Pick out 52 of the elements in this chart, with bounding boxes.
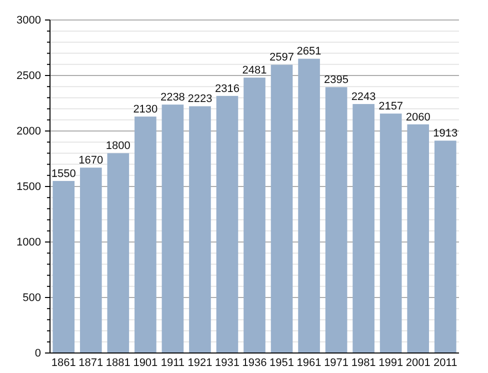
bar xyxy=(380,114,402,353)
data-label: 1913 xyxy=(433,128,458,140)
data-label: 2060 xyxy=(406,111,430,124)
bar xyxy=(407,124,430,353)
bar xyxy=(162,104,184,353)
data-label: 1800 xyxy=(106,140,130,152)
bar xyxy=(80,168,102,353)
x-tick-label: 1921 xyxy=(188,356,212,369)
bar xyxy=(244,78,266,353)
x-tick-label: 2001 xyxy=(406,356,430,369)
y-tick-label: 1500 xyxy=(16,181,41,194)
bar xyxy=(270,64,293,353)
data-label: 2130 xyxy=(133,104,158,116)
x-tick-label: 1951 xyxy=(270,356,294,369)
bar xyxy=(298,58,320,353)
x-tick-label: 1931 xyxy=(214,356,240,369)
data-label: 2157 xyxy=(378,100,404,113)
data-label: 2243 xyxy=(351,91,376,104)
x-tick-label: 1871 xyxy=(78,356,104,369)
x-tick-label: 1911 xyxy=(160,356,185,369)
x-tick-label: 1961 xyxy=(296,356,322,369)
data-label: 1670 xyxy=(78,154,104,167)
bar xyxy=(134,116,156,353)
bar xyxy=(189,106,211,353)
data-label: 2238 xyxy=(160,92,185,104)
bar xyxy=(52,180,75,353)
data-label: 2223 xyxy=(188,93,212,106)
x-tick-label: 1861 xyxy=(51,356,76,369)
x-tick-label: 1981 xyxy=(351,356,376,369)
x-tick-label: 1901 xyxy=(133,356,158,369)
x-tick-label: 1936 xyxy=(242,356,267,369)
y-tick-label: 3000 xyxy=(16,14,41,27)
data-label: 2316 xyxy=(214,82,240,95)
x-tick-label: 2011 xyxy=(434,356,458,369)
y-tick-label: 1000 xyxy=(16,236,41,249)
y-tick-label: 2500 xyxy=(16,70,41,82)
x-tick-label: 1971 xyxy=(324,356,349,369)
data-label: 2597 xyxy=(270,52,294,64)
bar xyxy=(216,96,238,353)
data-label: 1550 xyxy=(51,168,76,180)
y-tick-label: 500 xyxy=(22,292,41,304)
x-tick-label: 1991 xyxy=(378,356,404,369)
bar xyxy=(434,140,456,353)
x-tick-label: 1881 xyxy=(106,356,130,369)
bar xyxy=(107,153,130,353)
y-tick-label: 0 xyxy=(34,348,41,360)
data-label: 2481 xyxy=(242,64,267,77)
data-label: 2651 xyxy=(296,46,322,58)
y-tick-label: 2000 xyxy=(16,126,41,138)
bar xyxy=(325,87,348,353)
data-label: 2395 xyxy=(324,74,349,86)
bar xyxy=(352,104,374,353)
